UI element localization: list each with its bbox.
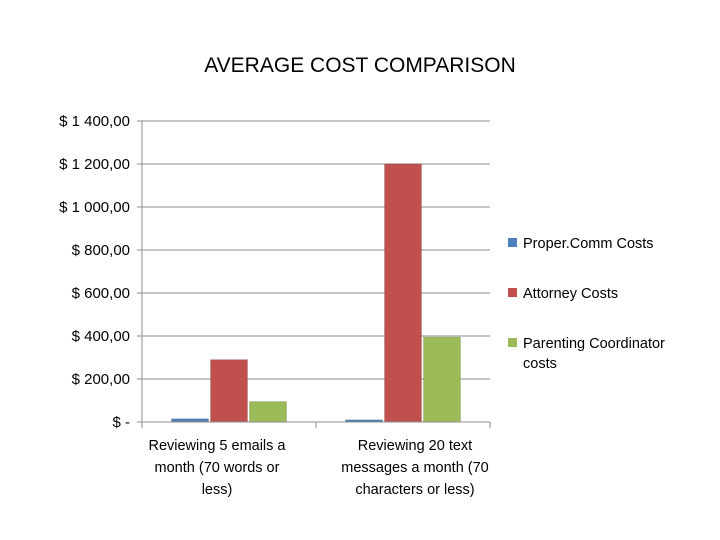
y-tick-labels: $ - $ 200,00 $ 400,00 $ 600,00 $ 800,00 $ 1 0… xyxy=(59,113,130,431)
legend-swatch xyxy=(508,288,517,297)
legend-swatch xyxy=(508,338,517,347)
bar-attorney-costs-2 xyxy=(385,164,422,422)
bar-parenting-coordinator-costs-1 xyxy=(250,402,287,422)
y-tick-label: $ 600,00 xyxy=(72,285,130,302)
legend-label: costs xyxy=(523,356,557,372)
bar-attorney-costs-1 xyxy=(211,360,248,422)
legend-label: Attorney Costs xyxy=(523,286,618,302)
x-category-label: month (70 words or xyxy=(155,460,280,476)
y-tick-label: $ 200,00 xyxy=(72,371,130,388)
y-tick-label: $ 400,00 xyxy=(72,328,130,345)
chart-title: AVERAGE COST COMPARISON xyxy=(204,54,516,77)
x-category-label: Reviewing 5 emails a xyxy=(148,438,286,454)
x-category-label: less) xyxy=(202,482,233,498)
x-category-label: Reviewing 20 text xyxy=(358,438,472,454)
legend-label: Parenting Coordinator xyxy=(523,336,665,352)
x-category-labels: Reviewing 5 emails a month (70 words or le… xyxy=(148,438,488,498)
legend: Proper.Comm Costs Attorney Costs Parenting… xyxy=(508,236,665,372)
y-tick-label: $ 1 000,00 xyxy=(59,199,130,216)
y-tick-label: $ 1 400,00 xyxy=(59,113,130,130)
y-tick-label: $ 800,00 xyxy=(72,242,130,259)
legend-label: Proper.Comm Costs xyxy=(523,236,654,252)
bar-parenting-coordinator-costs-2 xyxy=(424,337,461,422)
y-tick-label: $ 1 200,00 xyxy=(59,156,130,173)
y-tick-label: $ - xyxy=(112,414,130,431)
legend-swatch xyxy=(508,238,517,247)
x-category-label: messages a month (70 xyxy=(341,460,489,476)
x-category-label: characters or less) xyxy=(355,482,474,498)
